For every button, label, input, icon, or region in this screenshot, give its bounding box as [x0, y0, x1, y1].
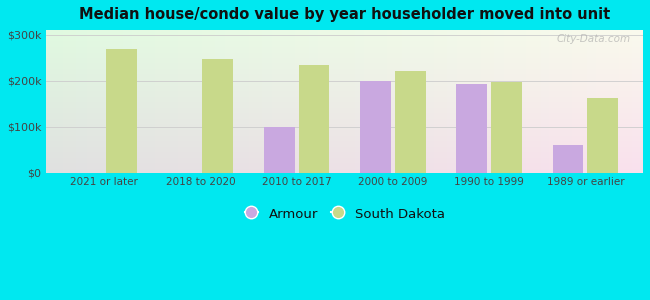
Bar	[587, 98, 618, 172]
Bar	[298, 65, 330, 172]
Text: City-Data.com: City-Data.com	[557, 34, 631, 44]
Bar	[202, 58, 233, 172]
Title: Median house/condo value by year householder moved into unit: Median house/condo value by year househo…	[79, 7, 610, 22]
Bar	[360, 81, 391, 172]
Bar	[456, 84, 487, 172]
Bar	[552, 145, 584, 172]
Bar	[491, 82, 522, 172]
Legend: Armour, South Dakota: Armour, South Dakota	[239, 202, 450, 226]
Bar	[106, 50, 137, 172]
Bar	[395, 71, 426, 172]
Bar	[264, 127, 294, 172]
